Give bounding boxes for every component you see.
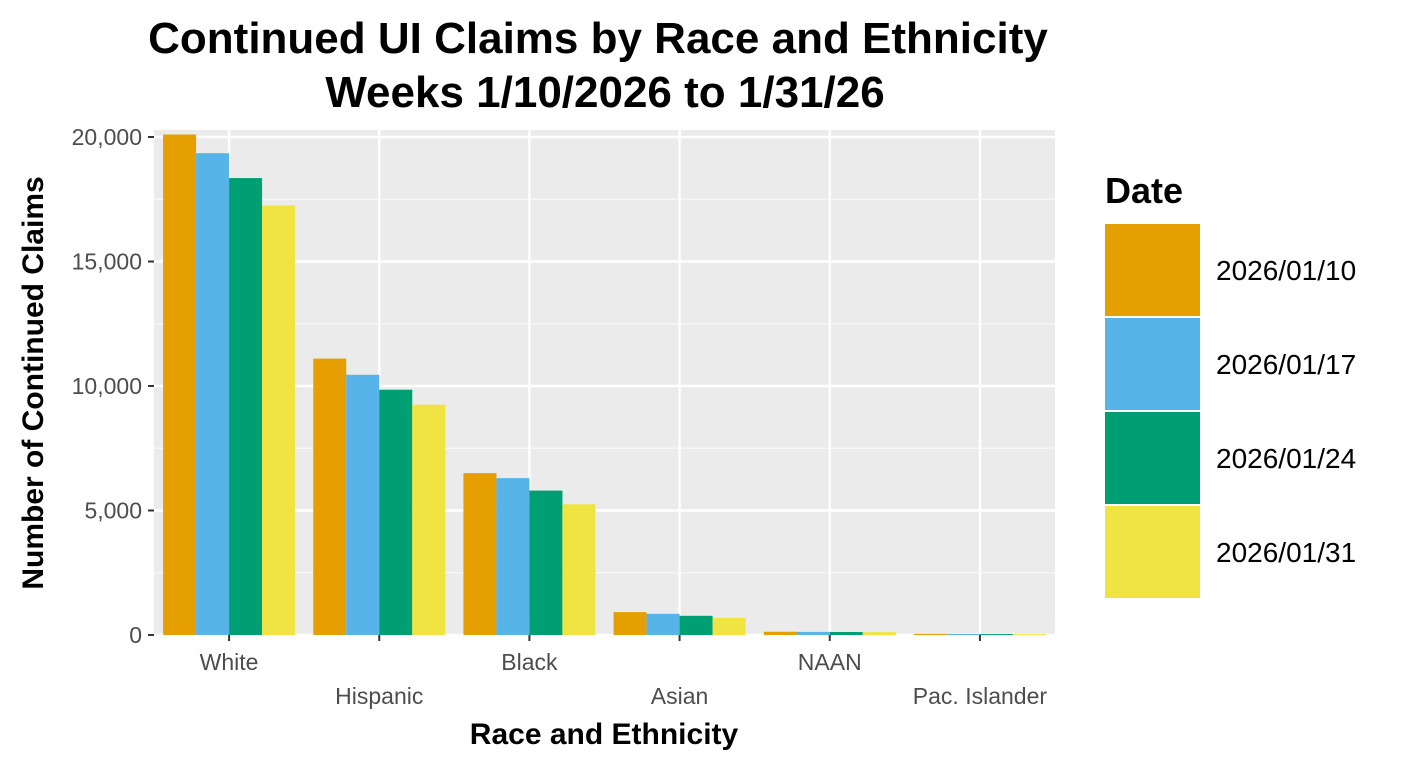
bar bbox=[379, 389, 413, 635]
x-tick-label: NAAN bbox=[798, 649, 862, 675]
bar bbox=[412, 404, 446, 635]
bar bbox=[163, 134, 197, 635]
bar bbox=[712, 617, 746, 635]
legend-key bbox=[1105, 506, 1200, 598]
legend-key bbox=[1105, 412, 1200, 504]
bar bbox=[946, 634, 980, 635]
legend: Date 2026/01/10 2026/01/17 2026/01/24 2026/… bbox=[1105, 170, 1356, 598]
x-tick-label: Black bbox=[501, 649, 558, 675]
y-tick-label: 15,000 bbox=[72, 249, 142, 275]
bar bbox=[913, 633, 947, 635]
y-axis-label: Number of Continued Claims bbox=[17, 176, 50, 589]
bar bbox=[862, 632, 896, 635]
chart-title-line1: Continued UI Claims by Race and Ethnicit… bbox=[148, 14, 1048, 63]
chart-title-line2: Weeks 1/10/2026 to 1/31/26 bbox=[325, 68, 884, 117]
x-axis-label: Race and Ethnicity bbox=[470, 718, 739, 751]
legend-label: 2026/01/31 bbox=[1216, 537, 1356, 568]
bar bbox=[679, 615, 713, 635]
legend-key bbox=[1105, 224, 1200, 316]
bar bbox=[262, 205, 296, 635]
bar bbox=[796, 631, 830, 635]
bar bbox=[313, 358, 347, 635]
x-tick-label: Hispanic bbox=[335, 683, 423, 709]
axes: 0 5,000 10,000 15,000 20,000 White Hispanic Bla… bbox=[72, 124, 1048, 709]
y-tick-label: 0 bbox=[129, 622, 142, 648]
bar bbox=[229, 178, 263, 635]
bar bbox=[763, 631, 797, 635]
bar bbox=[646, 613, 680, 635]
x-tick-label: White bbox=[200, 649, 259, 675]
bar bbox=[463, 473, 497, 635]
legend-title: Date bbox=[1105, 170, 1183, 211]
bar bbox=[979, 634, 1013, 635]
bar bbox=[562, 504, 596, 635]
legend-label: 2026/01/10 bbox=[1216, 255, 1356, 286]
bar bbox=[346, 374, 380, 635]
legend-key bbox=[1105, 318, 1200, 410]
bar bbox=[613, 612, 647, 635]
bar bbox=[496, 478, 530, 635]
y-tick-label: 20,000 bbox=[72, 124, 142, 150]
bar bbox=[1012, 634, 1046, 635]
legend-label: 2026/01/24 bbox=[1216, 443, 1356, 474]
bar bbox=[529, 490, 563, 635]
legend-label: 2026/01/17 bbox=[1216, 349, 1356, 380]
y-tick-label: 10,000 bbox=[72, 373, 142, 399]
bars bbox=[163, 134, 1046, 635]
bar bbox=[196, 153, 230, 635]
x-tick-label: Pac. Islander bbox=[913, 683, 1048, 709]
y-tick-label: 5,000 bbox=[84, 498, 142, 524]
x-tick-label: Asian bbox=[651, 683, 709, 709]
plot-panel bbox=[154, 130, 1055, 635]
bar bbox=[829, 632, 863, 635]
